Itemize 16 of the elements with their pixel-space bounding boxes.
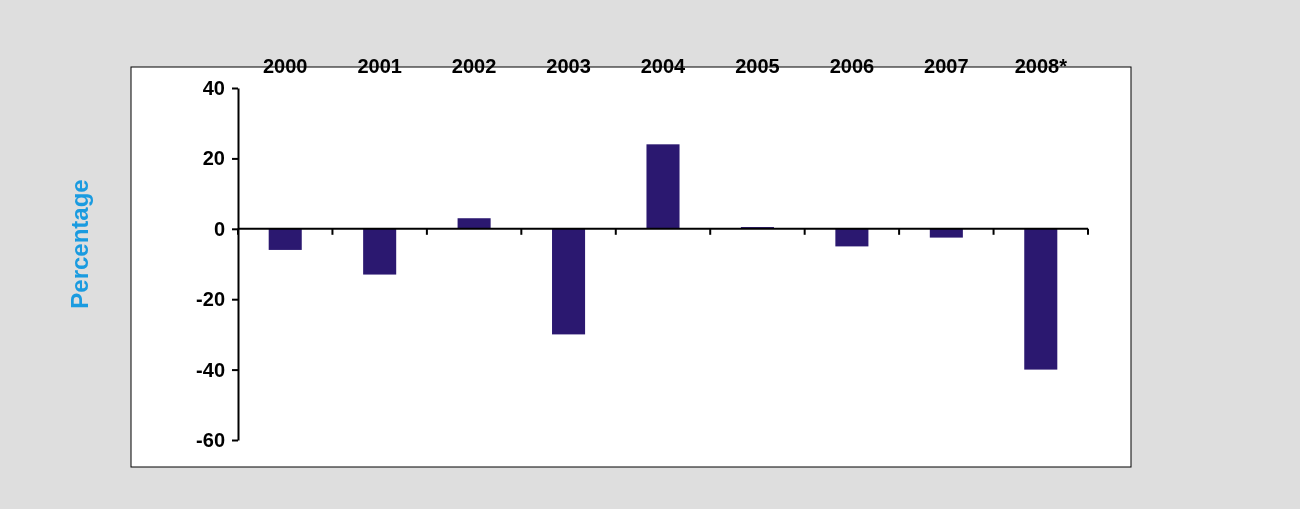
x-tick-label: 2008* <box>1014 55 1068 77</box>
x-tick-label: 2002 <box>451 55 497 77</box>
y-tick-label: 0 <box>213 217 225 240</box>
y-axis-title: Percentage <box>66 179 93 309</box>
x-tick-label: 2003 <box>546 55 591 77</box>
y-tick-label: 20 <box>202 147 225 170</box>
y-tick-label: 40 <box>202 76 225 99</box>
x-tick-label: 2006 <box>829 55 875 77</box>
x-tick-label: 2001 <box>357 55 402 77</box>
y-tick-label: -20 <box>196 288 225 311</box>
y-tick-label: -40 <box>196 358 225 381</box>
x-tick-label: 2000 <box>262 55 308 77</box>
x-tick-label: 2007 <box>924 55 969 77</box>
y-tick-label: -60 <box>196 428 225 451</box>
x-tick-label: 2004 <box>640 55 687 77</box>
x-tick-label: 2005 <box>735 55 780 77</box>
